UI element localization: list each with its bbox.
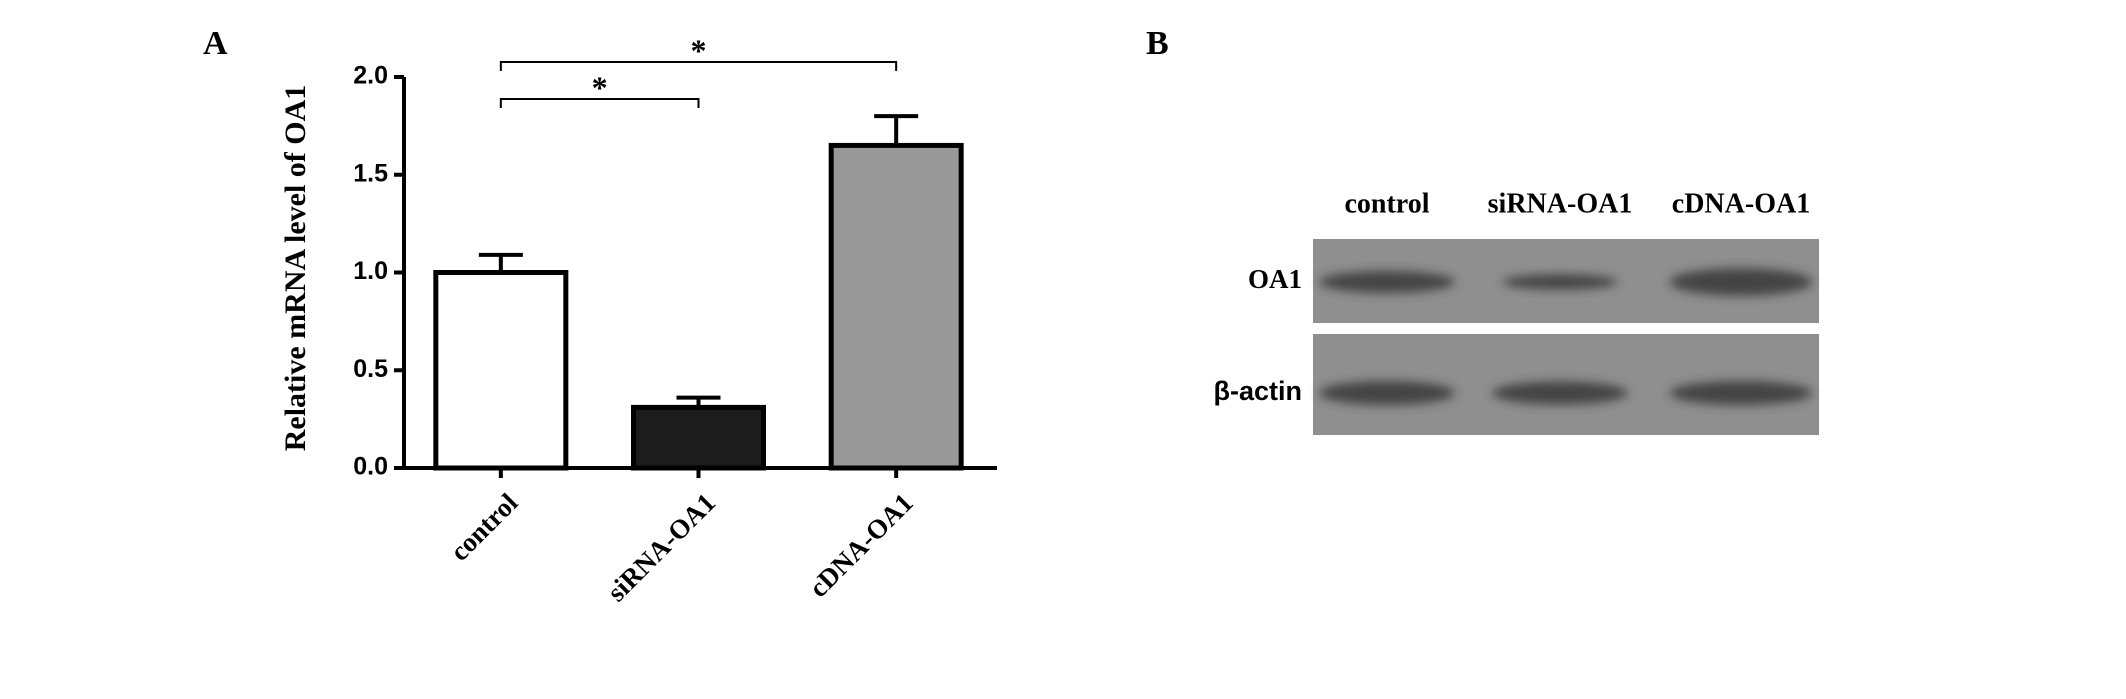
lane-label: cDNA-OA1: [1672, 188, 1810, 219]
panel-label: B: [1146, 25, 1169, 62]
bar: [828, 142, 964, 471]
y-tick-label: 0.0: [353, 453, 388, 481]
panel-label: A: [203, 25, 228, 62]
significance-label: *: [592, 69, 608, 105]
x-tick-label: siRNA-OA1: [601, 487, 721, 607]
significance-bracket: [499, 98, 700, 108]
x-tick-label: control: [444, 487, 524, 567]
lane-label: siRNA-OA1: [1488, 188, 1633, 219]
blot-band: [1669, 268, 1813, 296]
blot-band: [1319, 271, 1455, 293]
blot-band: [1502, 274, 1618, 290]
bar: [433, 270, 569, 471]
x-tick-label: cDNA-OA1: [803, 487, 919, 603]
blot-band: [1669, 380, 1813, 406]
row-label: OA1: [1248, 264, 1302, 294]
y-axis-label: Relative mRNA level of OA1: [279, 85, 312, 452]
row-label: β-actin: [1214, 376, 1303, 406]
bar: [631, 404, 766, 471]
y-tick-label: 1.0: [353, 257, 388, 285]
blot-band: [1492, 381, 1628, 405]
lane-label: control: [1344, 188, 1429, 219]
y-tick-label: 2.0: [353, 62, 388, 90]
y-tick-label: 0.5: [353, 355, 388, 383]
significance-bracket: [499, 61, 898, 71]
significance-label: *: [691, 32, 707, 68]
y-tick-label: 1.5: [353, 159, 388, 187]
blot-band: [1319, 380, 1455, 406]
